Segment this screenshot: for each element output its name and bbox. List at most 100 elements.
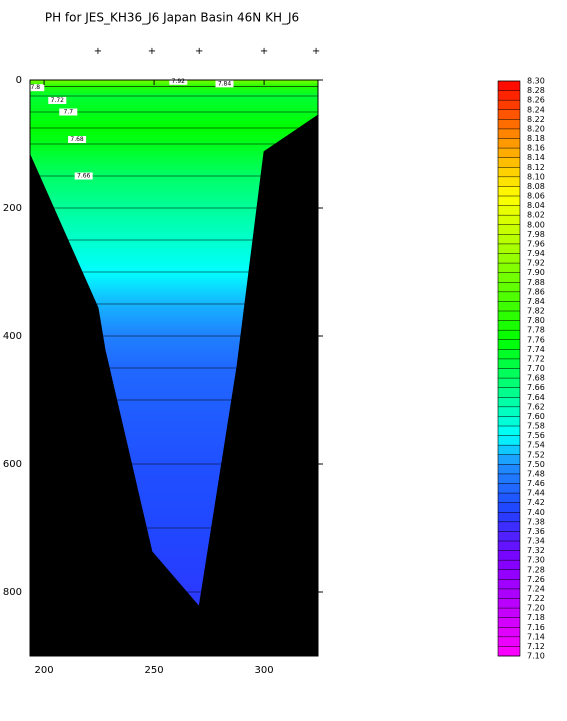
colorbar-swatch xyxy=(498,368,520,379)
contour-label-bg xyxy=(74,172,93,180)
contour-label: 7.7 xyxy=(64,109,74,116)
colorbar-swatch xyxy=(498,157,520,168)
colorbar-label: 8.12 xyxy=(527,163,545,172)
colorbar-label: 8.26 xyxy=(527,96,545,105)
colorbar-label: 7.22 xyxy=(527,594,545,603)
colorbar-swatch xyxy=(498,81,520,91)
colorbar-swatch xyxy=(498,109,520,120)
colorbar-swatch xyxy=(498,100,520,111)
colorbar-swatch xyxy=(498,617,520,628)
colorbar-swatch xyxy=(498,569,520,580)
y-tick-label: 600 xyxy=(3,459,22,470)
colorbar-label: 8.04 xyxy=(527,201,545,210)
contour-label: 7.8 xyxy=(31,84,41,91)
colorbar-swatch xyxy=(498,627,520,638)
colorbar-label: 7.82 xyxy=(527,307,545,316)
station-marker: + xyxy=(94,46,102,57)
colorbar-label: 7.98 xyxy=(527,230,545,239)
colorbar-label: 8.16 xyxy=(527,144,545,153)
contour-label-bg xyxy=(169,77,188,85)
colorbar-label: 8.30 xyxy=(527,77,545,86)
colorbar-swatch xyxy=(498,483,520,494)
colorbar-label: 7.78 xyxy=(527,326,545,335)
colorbar-swatch xyxy=(498,416,520,427)
colorbar-swatch xyxy=(498,387,520,398)
colorbar-swatch xyxy=(498,608,520,618)
colorbar-label: 7.14 xyxy=(527,632,545,641)
colorbar-label: 7.12 xyxy=(527,642,545,651)
colorbar-label: 7.66 xyxy=(527,383,545,392)
colorbar-swatch xyxy=(498,148,520,158)
colorbar-swatch xyxy=(498,186,520,197)
plot-frame xyxy=(29,79,319,657)
colorbar-swatch xyxy=(498,234,520,245)
colorbar-label: 7.38 xyxy=(527,517,545,526)
colorbar-swatch xyxy=(498,426,520,436)
contour-label-bg xyxy=(26,84,45,92)
y-tick-label: 800 xyxy=(3,587,22,598)
colorbar-swatch xyxy=(498,224,520,235)
colorbar-swatch xyxy=(498,397,520,408)
colorbar-swatch xyxy=(498,531,520,542)
colorbar-label: 8.28 xyxy=(527,86,545,95)
colorbar-label: 7.62 xyxy=(527,402,545,411)
colorbar-swatch xyxy=(498,358,520,369)
colorbar-label: 8.00 xyxy=(527,220,545,229)
colorbar-swatch xyxy=(498,445,520,456)
colorbar-label: 8.18 xyxy=(527,134,545,143)
colorbar-label: 7.32 xyxy=(527,546,545,555)
colorbar-swatch xyxy=(498,406,520,417)
colorbar-label: 7.24 xyxy=(527,584,545,593)
contour-label-bg xyxy=(215,80,234,88)
contour-label-bg xyxy=(59,108,78,116)
colorbar-swatch xyxy=(498,502,520,513)
colorbar-label: 7.84 xyxy=(527,297,545,306)
chart-title: PH for JES_KH36_J6 Japan Basin 46N KH_J6 xyxy=(45,11,299,25)
colorbar-label: 7.36 xyxy=(527,527,545,536)
colorbar-swatch xyxy=(498,454,520,465)
colorbar-label: 7.70 xyxy=(527,364,545,373)
colorbar-swatch xyxy=(498,215,520,226)
colorbar-label: 7.28 xyxy=(527,565,545,574)
colorbar-label: 7.34 xyxy=(527,537,545,546)
colorbar-swatch xyxy=(498,330,520,341)
x-tick-label: 250 xyxy=(145,665,164,676)
colorbar-label: 7.88 xyxy=(527,278,545,287)
colorbar-swatch xyxy=(498,301,520,312)
colorbar-swatch xyxy=(498,205,520,216)
colorbar-swatch xyxy=(498,435,520,446)
colorbar-swatch xyxy=(498,90,520,101)
colorbar-label: 7.40 xyxy=(527,508,545,517)
colorbar-label: 7.74 xyxy=(527,345,545,354)
colorbar-swatch xyxy=(498,263,520,273)
colorbar-label: 7.18 xyxy=(527,613,545,622)
colorbar-swatch xyxy=(498,636,520,647)
colorbar-swatch xyxy=(498,349,520,360)
colorbar-label: 7.80 xyxy=(527,316,545,325)
station-marker: + xyxy=(260,46,268,57)
contour-label: 7.66 xyxy=(77,173,91,180)
contour-label-bg xyxy=(48,96,67,104)
station-marker: + xyxy=(312,46,320,57)
contour-label: 7.92 xyxy=(172,78,186,85)
colorbar-swatch xyxy=(498,339,520,350)
colorbar-label: 7.44 xyxy=(527,489,545,498)
colorbar-label: 7.52 xyxy=(527,450,545,459)
colorbar-swatch xyxy=(498,512,520,523)
colorbar-label: 7.56 xyxy=(527,431,545,440)
station-marker: + xyxy=(195,46,203,57)
colorbar-label: 8.14 xyxy=(527,153,545,162)
colorbar-swatch xyxy=(498,598,520,609)
colorbar-swatch xyxy=(498,473,520,484)
contour-label-bg xyxy=(68,136,87,144)
y-tick-label: 400 xyxy=(3,331,22,342)
colorbar-label: 7.50 xyxy=(527,460,545,469)
colorbar-label: 7.90 xyxy=(527,268,545,277)
colorbar-label: 7.72 xyxy=(527,354,545,363)
colorbar-label: 7.26 xyxy=(527,575,545,584)
colorbar-swatch xyxy=(498,521,520,532)
colorbar-swatch xyxy=(498,243,520,254)
colorbar-label: 8.08 xyxy=(527,182,545,191)
colorbar-label: 8.10 xyxy=(527,172,545,181)
station-marker: + xyxy=(148,46,156,57)
